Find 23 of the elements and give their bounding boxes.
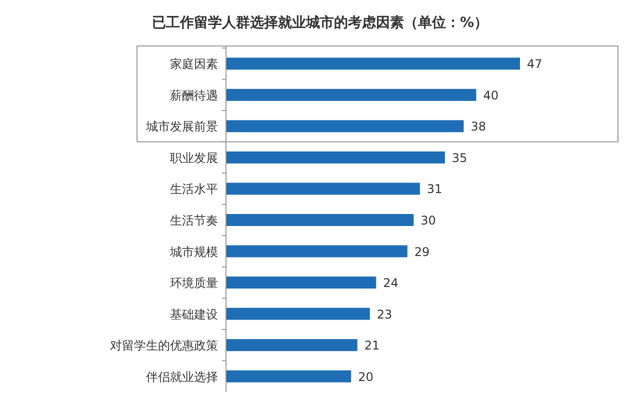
y-tick-label: 家庭因素 bbox=[170, 57, 218, 72]
data-label: 30 bbox=[420, 214, 436, 228]
y-tick-label: 伴侣就业选择 bbox=[146, 370, 218, 384]
y-tick-label: 生活节奏 bbox=[170, 214, 218, 228]
y-tick-label: 城市规模 bbox=[169, 244, 218, 259]
data-label: 47 bbox=[527, 57, 542, 72]
y-tick-label: 基础建设 bbox=[170, 307, 218, 322]
y-tick-label: 薪酬待遇 bbox=[170, 88, 218, 102]
y-tick-label: 环境质量 bbox=[170, 276, 218, 290]
data-label: 23 bbox=[376, 307, 392, 322]
y-tick-label: 生活水平 bbox=[170, 182, 218, 196]
data-label: 21 bbox=[364, 338, 380, 353]
data-label: 24 bbox=[383, 276, 398, 290]
y-tick-label: 对留学生的优惠政策 bbox=[110, 338, 218, 353]
y-tick-label: 职业发展 bbox=[170, 150, 218, 165]
data-label: 35 bbox=[452, 150, 468, 165]
data-label: 40 bbox=[483, 88, 498, 102]
chart-title: 已工作留学人群选择就业城市的考虑因素（单位：%） bbox=[152, 14, 488, 31]
data-label: 20 bbox=[358, 370, 374, 384]
data-label: 38 bbox=[470, 120, 486, 134]
y-tick-label: 城市发展前景 bbox=[145, 120, 218, 134]
data-label: 31 bbox=[426, 182, 442, 196]
data-label: 29 bbox=[414, 244, 430, 259]
